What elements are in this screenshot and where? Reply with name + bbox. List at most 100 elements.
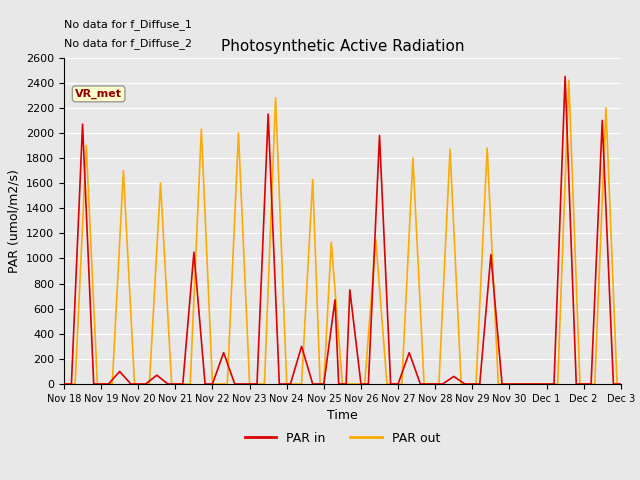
PAR in	[153, 372, 161, 378]
PAR in	[127, 381, 134, 387]
PAR out	[554, 381, 561, 387]
PAR in	[68, 381, 76, 387]
PAR in	[298, 344, 305, 349]
PAR in	[498, 381, 506, 387]
PAR out	[446, 146, 454, 152]
PAR out	[320, 381, 328, 387]
PAR out	[272, 95, 280, 101]
PAR out	[383, 381, 391, 387]
PAR out	[131, 381, 138, 387]
PAR out	[435, 381, 443, 387]
PAR in	[331, 297, 339, 303]
PAR in	[179, 381, 187, 387]
PAR out	[260, 381, 268, 387]
PAR out	[235, 130, 243, 136]
PAR in	[209, 381, 216, 387]
PAR out	[157, 180, 164, 186]
PAR out	[495, 381, 502, 387]
PAR in	[357, 381, 365, 387]
X-axis label: Time: Time	[327, 409, 358, 422]
PAR in	[142, 381, 150, 387]
PAR out	[591, 381, 598, 387]
PAR in	[60, 381, 68, 387]
PAR in	[253, 381, 261, 387]
PAR out	[283, 381, 291, 387]
PAR out	[60, 381, 68, 387]
PAR in	[598, 118, 606, 123]
PAR in	[231, 381, 239, 387]
PAR in	[550, 381, 558, 387]
PAR in	[190, 249, 198, 255]
PAR in	[376, 132, 383, 138]
PAR in	[287, 381, 294, 387]
Title: Photosynthetic Active Radiation: Photosynthetic Active Radiation	[221, 39, 464, 54]
PAR out	[316, 381, 324, 387]
PAR in	[450, 373, 458, 379]
PAR in	[201, 381, 209, 387]
PAR out	[120, 168, 127, 173]
PAR in	[561, 73, 569, 79]
PAR out	[602, 105, 610, 111]
PAR in	[588, 381, 595, 387]
PAR out	[458, 381, 465, 387]
PAR out	[617, 381, 625, 387]
PAR in	[461, 381, 468, 387]
PAR in	[394, 381, 402, 387]
PAR in	[220, 350, 227, 356]
PAR in	[335, 381, 342, 387]
PAR out	[186, 381, 194, 387]
PAR in	[164, 381, 172, 387]
Legend: PAR in, PAR out: PAR in, PAR out	[240, 427, 445, 450]
PAR out	[93, 381, 101, 387]
Line: PAR in: PAR in	[64, 76, 621, 384]
PAR out	[198, 126, 205, 132]
Text: VR_met: VR_met	[75, 89, 122, 99]
PAR out	[398, 381, 406, 387]
PAR out	[83, 143, 90, 148]
PAR out	[145, 381, 153, 387]
PAR in	[342, 381, 350, 387]
PAR out	[209, 381, 216, 387]
PAR out	[613, 381, 621, 387]
PAR out	[483, 145, 491, 151]
PAR in	[346, 287, 354, 293]
PAR in	[405, 350, 413, 356]
Y-axis label: PAR (umol/m2/s): PAR (umol/m2/s)	[8, 169, 20, 273]
PAR out	[71, 381, 79, 387]
PAR in	[365, 381, 372, 387]
PAR in	[387, 381, 394, 387]
PAR out	[328, 239, 335, 245]
PAR out	[223, 381, 231, 387]
PAR out	[409, 155, 417, 161]
PAR in	[275, 381, 283, 387]
PAR in	[439, 381, 447, 387]
PAR in	[572, 381, 580, 387]
PAR out	[339, 381, 346, 387]
PAR in	[309, 381, 317, 387]
PAR in	[487, 252, 495, 258]
PAR out	[565, 77, 573, 83]
PAR out	[420, 381, 428, 387]
PAR out	[309, 177, 317, 182]
PAR in	[617, 381, 625, 387]
PAR in	[264, 111, 272, 117]
PAR out	[372, 237, 380, 242]
Text: No data for f_Diffuse_2: No data for f_Diffuse_2	[64, 38, 192, 49]
PAR out	[472, 381, 480, 387]
Line: PAR out: PAR out	[64, 80, 621, 384]
PAR in	[79, 121, 86, 127]
PAR in	[116, 369, 124, 374]
PAR out	[168, 381, 175, 387]
PAR in	[320, 381, 328, 387]
PAR in	[609, 381, 617, 387]
PAR in	[90, 381, 97, 387]
PAR out	[108, 381, 116, 387]
PAR out	[246, 381, 253, 387]
PAR out	[361, 381, 369, 387]
PAR in	[417, 381, 424, 387]
PAR out	[298, 381, 305, 387]
PAR in	[105, 381, 113, 387]
PAR out	[576, 381, 584, 387]
PAR in	[476, 381, 484, 387]
Text: No data for f_Diffuse_1: No data for f_Diffuse_1	[64, 19, 192, 30]
